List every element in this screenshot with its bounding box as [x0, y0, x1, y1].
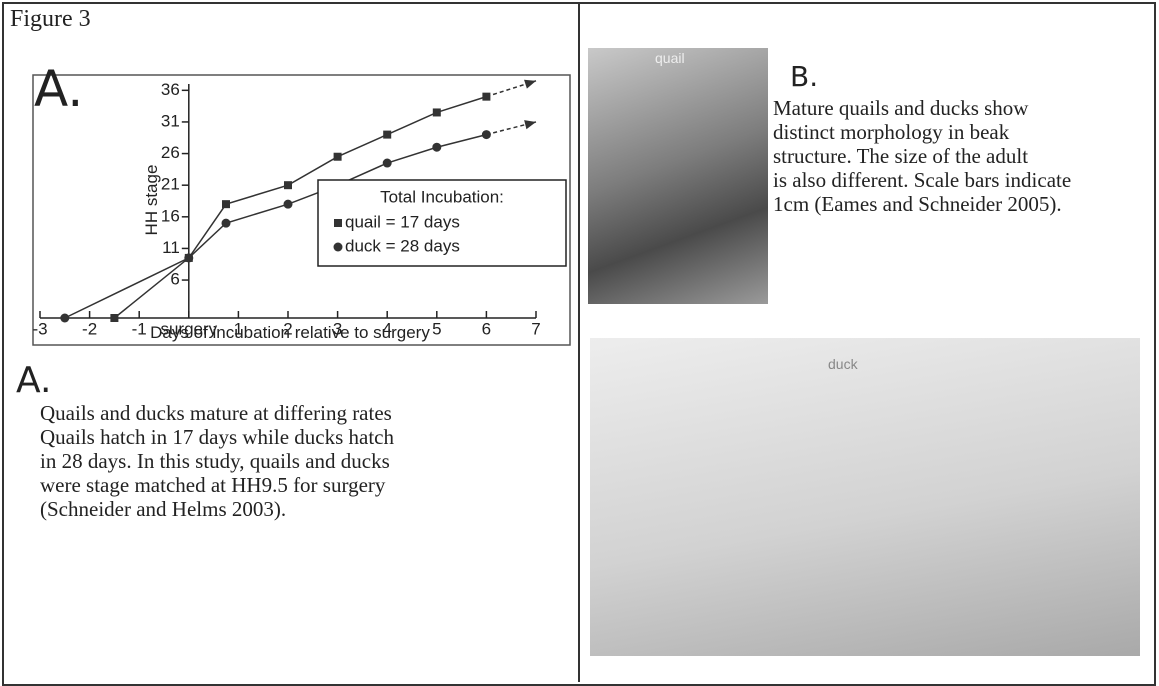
x-tick-label: 6	[482, 319, 491, 338]
chart-letter: A.	[34, 60, 83, 118]
panel-b-small-letter: B.	[790, 60, 818, 93]
caption-line: Quails hatch in 17 days while ducks hatc…	[40, 426, 394, 448]
page: Figure 3 A. HH stage Days of incubation …	[0, 0, 1159, 678]
x-tick-label: surgery	[160, 319, 217, 338]
marker	[222, 200, 230, 208]
y-axis-label: HH stage	[142, 165, 161, 236]
legend-label: duck = 28 days	[345, 236, 460, 255]
x-tick-label: -1	[132, 319, 147, 338]
y-tick-label: 31	[161, 111, 180, 130]
x-tick-label: -3	[32, 319, 47, 338]
y-tick-label: 36	[161, 80, 180, 99]
panel-a-letter: A.	[16, 360, 51, 401]
photo-label: quail	[655, 50, 685, 66]
x-tick-label: -2	[82, 319, 97, 338]
quail-photo	[588, 48, 768, 304]
marker	[110, 314, 118, 322]
marker	[222, 219, 231, 228]
y-tick-label: 26	[161, 143, 180, 162]
y-tick-label: 11	[162, 238, 180, 257]
x-tick-label: 1	[234, 319, 243, 338]
marker	[383, 131, 391, 139]
caption-line: were stage matched at HH9.5 for surgery	[40, 474, 385, 496]
arrowhead	[524, 120, 536, 129]
x-tick-label: 7	[531, 319, 540, 338]
caption-line: Quails and ducks mature at differing rat…	[40, 402, 392, 424]
legend-title: Total Incubation:	[380, 187, 504, 206]
legend-label: quail = 17 days	[345, 212, 460, 231]
marker	[334, 219, 342, 227]
marker	[432, 143, 441, 152]
duck-photo	[590, 338, 1140, 656]
caption-line: 1cm (Eames and Schneider 2005).	[773, 193, 1062, 215]
caption-line: distinct morphology in beak	[773, 121, 1009, 143]
marker	[383, 159, 392, 168]
marker	[433, 108, 441, 116]
x-tick-label: 5	[432, 319, 441, 338]
y-tick-label: 16	[161, 206, 180, 225]
marker	[60, 314, 69, 323]
caption-line: (Schneider and Helms 2003).	[40, 498, 286, 520]
marker	[334, 243, 343, 252]
marker	[482, 93, 490, 101]
marker	[284, 200, 293, 209]
caption-line: is also different. Scale bars indicate	[773, 169, 1071, 191]
arrowhead	[524, 80, 536, 89]
caption-line: in 28 days. In this study, quails and du…	[40, 450, 390, 472]
marker	[334, 153, 342, 161]
y-tick-label: 21	[161, 175, 180, 194]
photo-label: duck	[828, 356, 858, 372]
x-tick-label: 2	[283, 319, 292, 338]
caption-line: structure. The size of the adult	[773, 145, 1028, 167]
x-tick-label: 3	[333, 319, 342, 338]
x-tick-label: 4	[382, 319, 391, 338]
marker	[184, 253, 193, 262]
marker	[482, 130, 491, 139]
caption-line: Mature quails and ducks show	[773, 97, 1028, 119]
marker	[284, 181, 292, 189]
